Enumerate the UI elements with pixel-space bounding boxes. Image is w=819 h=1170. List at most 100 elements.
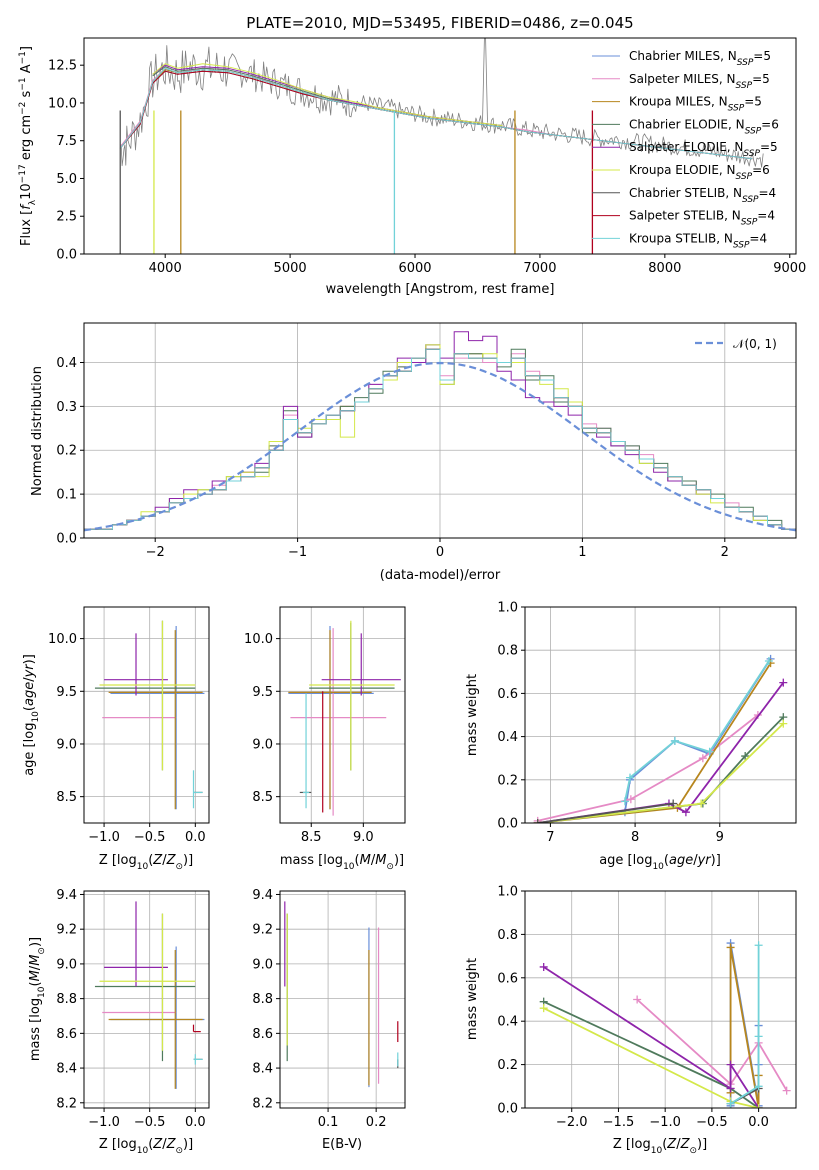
weight-marker bbox=[626, 773, 635, 782]
axes-frame bbox=[83, 890, 210, 1109]
legend-label: Salpeter STELIB, NSSP=4 bbox=[629, 209, 775, 228]
x-axis-label: E(B-V) bbox=[322, 1137, 362, 1152]
y-tick-label: 8.5 bbox=[56, 790, 77, 805]
errorbar-point bbox=[302, 693, 310, 809]
data-spectrum-line bbox=[119, 45, 764, 168]
y-axis-label: age [log10(age/yr)] bbox=[22, 654, 41, 776]
legend: Chabrier MILES, NSSP=5 Salpeter MILES, NS… bbox=[592, 49, 779, 250]
weight-marker bbox=[698, 754, 707, 763]
y-tick-label: 0.3 bbox=[56, 400, 77, 415]
chart-spectrum: 4000 5000 6000 7000 8000 9000 0.0 2.5 5.0 7.5 10.0… bbox=[18, 14, 806, 297]
x-axis-label: Z [log10(Z/Z⊙)] bbox=[99, 853, 193, 872]
errorbar-point bbox=[108, 950, 203, 1089]
y-tick-label: 12.5 bbox=[48, 59, 77, 74]
y-tick-label: 9.0 bbox=[252, 957, 273, 972]
y-tick-label: 0.2 bbox=[497, 1058, 518, 1073]
x-tick-label: 0.1 bbox=[318, 1115, 339, 1130]
y-tick-label: 0.0 bbox=[497, 1102, 518, 1117]
normal-curve bbox=[84, 361, 796, 532]
plot-area bbox=[539, 939, 791, 1108]
chart-weight_vs_Z: −2.0 −1.5 −1.0 −0.5 0.0 0.0 0.2 0.4 0.6 0.8 1.0 Z [… bbox=[465, 885, 797, 1156]
errorbar-point bbox=[108, 630, 203, 810]
y-tick-label: 9.2 bbox=[56, 923, 77, 938]
y-axis-label: mass [log10(M/M⊙)] bbox=[28, 937, 47, 1061]
y-tick-label: 8.4 bbox=[252, 1062, 273, 1077]
y-tick-label: 9.5 bbox=[252, 685, 273, 700]
errorbar-point bbox=[99, 620, 196, 771]
plot-area bbox=[94, 901, 205, 1089]
x-tick-label: 9 bbox=[716, 830, 724, 845]
y-tick-label: 8.6 bbox=[252, 1027, 273, 1042]
y-axis-label: mass weight bbox=[465, 958, 480, 1040]
weight-marker bbox=[779, 678, 788, 687]
x-axis-label: Z [log10(Z/Z⊙)] bbox=[613, 1137, 707, 1156]
plot-area bbox=[533, 654, 788, 823]
weight-marker bbox=[779, 719, 788, 728]
y-tick-label: 8.2 bbox=[56, 1096, 77, 1111]
errorbar-point bbox=[290, 628, 387, 816]
x-tick-label: 0 bbox=[436, 545, 444, 560]
axes-frame bbox=[279, 606, 406, 824]
errorbar-point bbox=[193, 1054, 203, 1065]
x-tick-label: −0.5 bbox=[134, 1115, 166, 1130]
weight-line-2 bbox=[729, 946, 760, 1108]
legend-label: 𝒩(0, 1) bbox=[733, 337, 777, 351]
y-tick-label: 9.0 bbox=[56, 737, 77, 752]
y-tick-label: 0.4 bbox=[56, 356, 77, 371]
weight-marker bbox=[681, 808, 690, 817]
x-axis-label: Z [log10(Z/Z⊙)] bbox=[99, 1137, 193, 1156]
legend-label: Kroupa STELIB, NSSP=4 bbox=[629, 231, 767, 250]
x-tick-label: −2 bbox=[146, 545, 165, 560]
errorbar-point bbox=[192, 1024, 201, 1033]
x-tick-label: 2 bbox=[721, 545, 729, 560]
data-spectrum-emission bbox=[482, 38, 488, 123]
weight-line-8 bbox=[730, 945, 760, 1105]
chart-age_vs_Z: −1.0 −0.5 0.0 8.5 9.0 9.5 10.0 Z [log10(Z/Z⊙)] a… bbox=[22, 606, 210, 872]
model-line-4 bbox=[152, 64, 503, 127]
axes-frame bbox=[279, 890, 406, 1109]
weight-marker bbox=[726, 943, 735, 952]
y-tick-label: 8.4 bbox=[56, 1062, 77, 1077]
y-tick-label: 0.0 bbox=[56, 532, 77, 547]
x-tick-label: −1 bbox=[288, 545, 307, 560]
y-tick-label: 10.0 bbox=[244, 632, 273, 647]
model-line-3 bbox=[152, 66, 503, 127]
y-tick-label: 9.4 bbox=[252, 888, 273, 903]
plot-area bbox=[84, 331, 796, 532]
errorbar-point bbox=[104, 901, 168, 987]
weight-marker bbox=[539, 962, 548, 971]
x-tick-label: 8.5 bbox=[301, 830, 322, 845]
plot-area bbox=[94, 620, 205, 810]
x-tick-label: −1.0 bbox=[88, 830, 120, 845]
weight-marker bbox=[754, 1104, 763, 1108]
x-tick-label: −2.0 bbox=[556, 1115, 588, 1130]
x-tick-label: 6000 bbox=[398, 261, 431, 276]
y-tick-label: 9.0 bbox=[252, 737, 273, 752]
x-tick-label: 0.2 bbox=[366, 1115, 387, 1130]
y-tick-label: 0.1 bbox=[56, 488, 77, 503]
y-tick-label: 5.0 bbox=[56, 172, 77, 187]
x-tick-label: −1.5 bbox=[603, 1115, 635, 1130]
errorbar-point bbox=[309, 620, 395, 771]
y-tick-label: 2.5 bbox=[56, 210, 77, 225]
model-line-1 bbox=[119, 67, 590, 148]
weight-marker bbox=[533, 819, 542, 823]
x-tick-label: 5000 bbox=[274, 261, 307, 276]
model-line-5 bbox=[152, 63, 503, 127]
y-tick-label: 9.5 bbox=[56, 685, 77, 700]
model-line-8 bbox=[119, 67, 753, 160]
legend-label: Chabrier ELODIE, NSSP=6 bbox=[629, 117, 779, 136]
histogram-step-8 bbox=[84, 348, 796, 530]
x-tick-label: 8000 bbox=[648, 261, 681, 276]
y-tick-label: 0.8 bbox=[497, 928, 518, 943]
y-tick-label: 0.0 bbox=[56, 248, 77, 263]
plot-area bbox=[288, 620, 401, 816]
y-tick-label: 7.5 bbox=[56, 134, 77, 149]
weight-marker bbox=[764, 657, 773, 665]
x-tick-label: −1.0 bbox=[88, 1115, 120, 1130]
y-axis-label: Normed distribution bbox=[30, 366, 45, 496]
y-axis-label: mass weight bbox=[465, 674, 480, 756]
chart-weight_vs_age: 7 8 9 0.0 0.2 0.4 0.6 0.8 1.0 age [log10(age/yr)]… bbox=[465, 601, 797, 872]
x-tick-label: 4000 bbox=[149, 261, 182, 276]
legend-label: Chabrier STELIB, NSSP=4 bbox=[629, 186, 776, 205]
